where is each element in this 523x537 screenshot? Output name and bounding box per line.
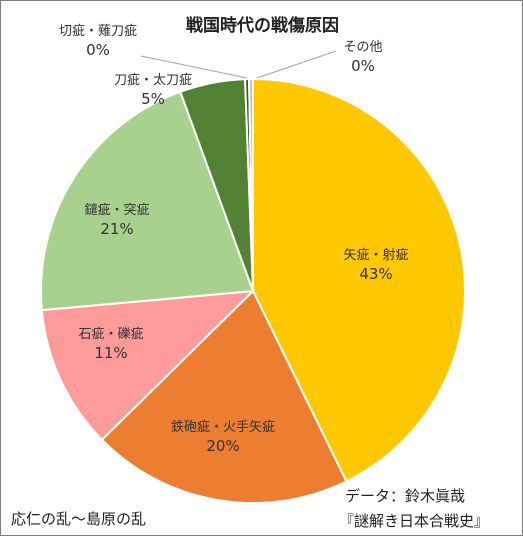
slice-label-2: 鉄砲疵・火手矢疵: [171, 420, 275, 435]
slice-label-3: 石疵・礫疵: [78, 326, 143, 342]
slice-label-4: 鑓疵・突疵: [84, 202, 149, 218]
slice-label-6: 切疵・薙刀疵: [59, 24, 137, 39]
slice-value-3: 11%: [94, 344, 127, 362]
pie-slice-2: [100, 289, 348, 504]
leader-line-7: [256, 50, 337, 79]
slice-value-2: 20%: [206, 437, 239, 455]
slice-label-5: 刀疵・太刀疵: [114, 73, 192, 88]
slice-label-7: その他: [343, 40, 382, 55]
slice-value-7: 0%: [351, 57, 375, 75]
slice-value-1: 43%: [359, 265, 392, 283]
slice-value-5: 5%: [141, 90, 165, 108]
pie-slice-3: [40, 289, 256, 442]
slice-label-1: 矢疵・射疵: [343, 247, 408, 263]
period-note: 応仁の乱～島原の乱: [11, 510, 147, 528]
pie-slice-1: [252, 77, 466, 483]
slice-value-4: 21%: [100, 220, 133, 238]
source-note-line2: 『謎解き日本合戦史』: [339, 512, 490, 530]
pie-slice-7: [248, 77, 254, 292]
chart-title: 戦国時代の戦傷原因: [186, 16, 339, 36]
slice-value-6: 0%: [86, 41, 110, 59]
source-note-line1: データ：鈴木眞哉: [345, 487, 466, 505]
leader-line-6: [140, 55, 248, 79]
